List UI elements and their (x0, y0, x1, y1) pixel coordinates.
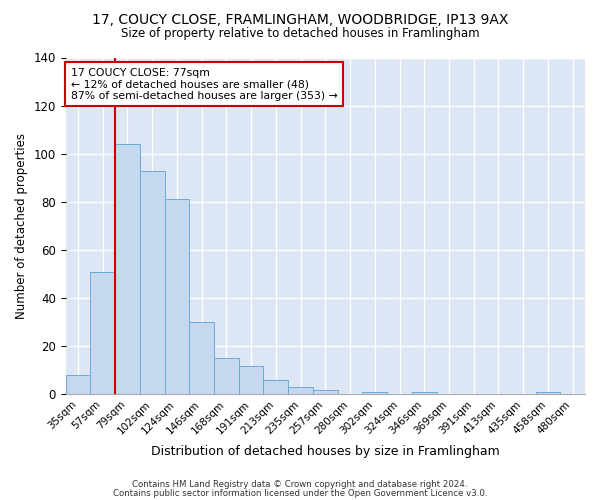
Text: Contains HM Land Registry data © Crown copyright and database right 2024.: Contains HM Land Registry data © Crown c… (132, 480, 468, 489)
Bar (313, 390, 338, 394)
Text: 17 COUCY CLOSE: 77sqm
← 12% of detached houses are smaller (48)
87% of semi-deta: 17 COUCY CLOSE: 77sqm ← 12% of detached … (71, 68, 338, 101)
Bar (140, 170, 164, 394)
Text: 17, COUCY CLOSE, FRAMLINGHAM, WOODBRIDGE, IP13 9AX: 17, COUCY CLOSE, FRAMLINGHAM, WOODBRIDGE… (92, 12, 508, 26)
Bar (214, 358, 239, 394)
Bar (65, 375, 91, 394)
Bar (536, 392, 560, 394)
Y-axis label: Number of detached properties: Number of detached properties (15, 133, 28, 319)
Bar (288, 387, 313, 394)
Bar (164, 200, 190, 394)
Bar (263, 380, 288, 394)
Bar (91, 272, 115, 394)
Text: Contains public sector information licensed under the Open Government Licence v3: Contains public sector information licen… (113, 488, 487, 498)
Bar (115, 144, 140, 395)
Bar (190, 322, 214, 394)
Bar (239, 366, 263, 394)
Bar (362, 392, 387, 394)
Text: Size of property relative to detached houses in Framlingham: Size of property relative to detached ho… (121, 28, 479, 40)
X-axis label: Distribution of detached houses by size in Framlingham: Distribution of detached houses by size … (151, 444, 500, 458)
Bar (412, 392, 437, 394)
